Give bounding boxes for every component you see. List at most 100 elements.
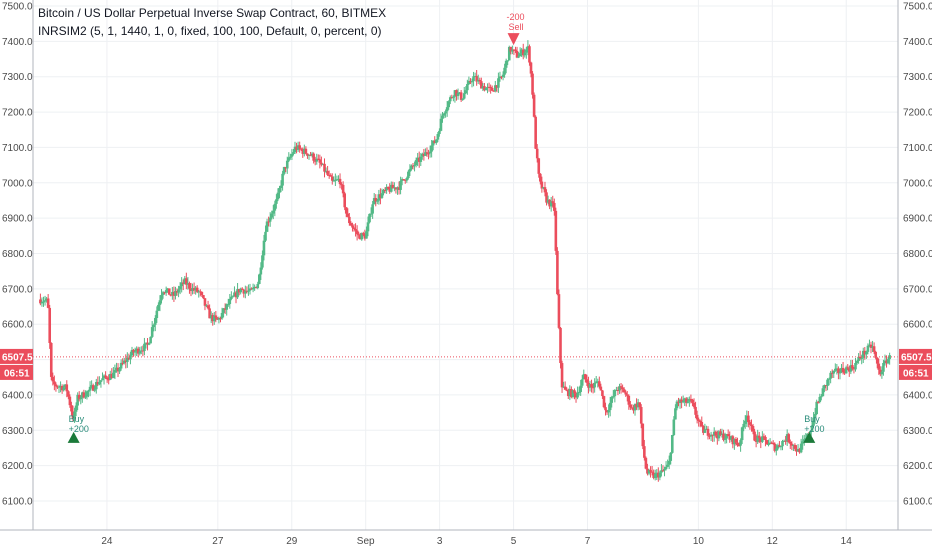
candle-body	[751, 425, 755, 432]
last-price-label: 6507.5	[901, 352, 932, 363]
candle-body	[481, 86, 485, 89]
candle-body	[407, 171, 410, 179]
candle-body	[584, 374, 587, 380]
candle-body	[192, 288, 196, 291]
candle-body	[424, 152, 427, 156]
price-tags: 6507.5 06:51 6507.5 06:51	[0, 348, 932, 380]
candle-body	[340, 184, 343, 186]
candle-body	[649, 470, 652, 472]
candle-body	[883, 360, 887, 363]
candle-body	[352, 227, 356, 229]
candle-body	[622, 389, 626, 393]
candle-body	[68, 396, 72, 406]
candle-body	[608, 402, 612, 411]
candle-body	[729, 436, 733, 440]
candle-body	[265, 221, 269, 232]
candle-body	[753, 431, 756, 441]
candle-body	[745, 415, 749, 421]
candle-body	[368, 213, 371, 223]
candle-body	[605, 410, 609, 413]
candle-body	[573, 390, 576, 394]
candle-body	[500, 76, 503, 78]
candle-body	[259, 267, 263, 275]
candle-body	[879, 369, 882, 375]
candle-body	[470, 81, 474, 83]
candle-body	[562, 386, 565, 388]
candle-body	[669, 452, 673, 461]
candle-body	[402, 179, 405, 181]
candle-body	[430, 145, 433, 152]
candle-body	[330, 176, 334, 181]
candle-body	[625, 394, 629, 396]
candle-body	[149, 336, 152, 344]
candle-body	[250, 288, 253, 290]
last-price-label: 6507.5	[2, 352, 33, 363]
candle-body	[65, 384, 69, 392]
candle-body	[150, 327, 154, 337]
y-tick-label-left: 7500.0	[2, 2, 33, 13]
candle-body	[211, 315, 215, 322]
candle-body	[371, 204, 374, 214]
candle-body	[461, 98, 464, 100]
candle-body	[254, 286, 258, 289]
candle-body	[670, 434, 674, 453]
candle-body	[234, 292, 238, 298]
candle-body	[458, 92, 461, 94]
candle-body	[290, 153, 294, 157]
candle-body	[585, 379, 589, 383]
candle-body	[843, 372, 846, 374]
candle-body	[658, 472, 662, 478]
candle-body	[717, 431, 721, 439]
candle-body	[830, 372, 834, 374]
candle-body	[644, 457, 648, 469]
candle-body	[750, 424, 753, 426]
y-tick-label-right: 6800.0	[903, 249, 932, 260]
candle-body	[279, 185, 283, 188]
candle-body	[664, 466, 668, 470]
candle-body	[812, 417, 815, 426]
candle-body	[199, 291, 202, 293]
candle-body	[680, 399, 683, 403]
candle-body	[158, 300, 162, 305]
candle-body	[726, 434, 730, 437]
candle-body	[765, 440, 769, 445]
candle-body	[852, 368, 856, 370]
candle-body	[382, 189, 385, 194]
candle-body	[436, 134, 440, 140]
y-tick-label-left: 6200.0	[2, 461, 33, 472]
candle-body	[829, 372, 832, 379]
candle-body	[719, 431, 722, 435]
candle-body	[157, 304, 160, 311]
candle-body	[543, 187, 547, 193]
candle-body	[869, 344, 873, 348]
candle-body	[434, 139, 438, 143]
candle-body	[686, 401, 690, 403]
candle-body	[888, 355, 891, 360]
candle-body	[855, 360, 859, 363]
candle-body	[299, 148, 303, 150]
candle-body	[171, 291, 174, 295]
candle-body	[874, 351, 877, 358]
candle-body	[262, 240, 266, 256]
candle-body	[655, 472, 659, 474]
grid	[33, 0, 898, 530]
candle-body	[178, 286, 182, 290]
candle-body	[742, 423, 746, 428]
price-tag-bg	[0, 348, 33, 364]
candle-body	[739, 440, 742, 446]
candle-body	[759, 437, 763, 442]
chart-header: Bitcoin / US Dollar Perpetual Inverse Sw…	[38, 4, 386, 40]
candle-body	[167, 288, 171, 295]
candle-body	[837, 368, 840, 374]
candle-body	[219, 318, 222, 320]
y-tick-label-right: 7100.0	[903, 143, 932, 154]
candle-body	[720, 433, 724, 435]
candle-body	[321, 163, 325, 165]
candle-body	[511, 49, 514, 52]
candle-body	[261, 255, 264, 268]
candle-body	[815, 401, 818, 415]
candle-body	[206, 305, 210, 309]
candle-body	[740, 427, 744, 441]
candle-body	[87, 390, 90, 392]
candle-body	[82, 392, 86, 398]
